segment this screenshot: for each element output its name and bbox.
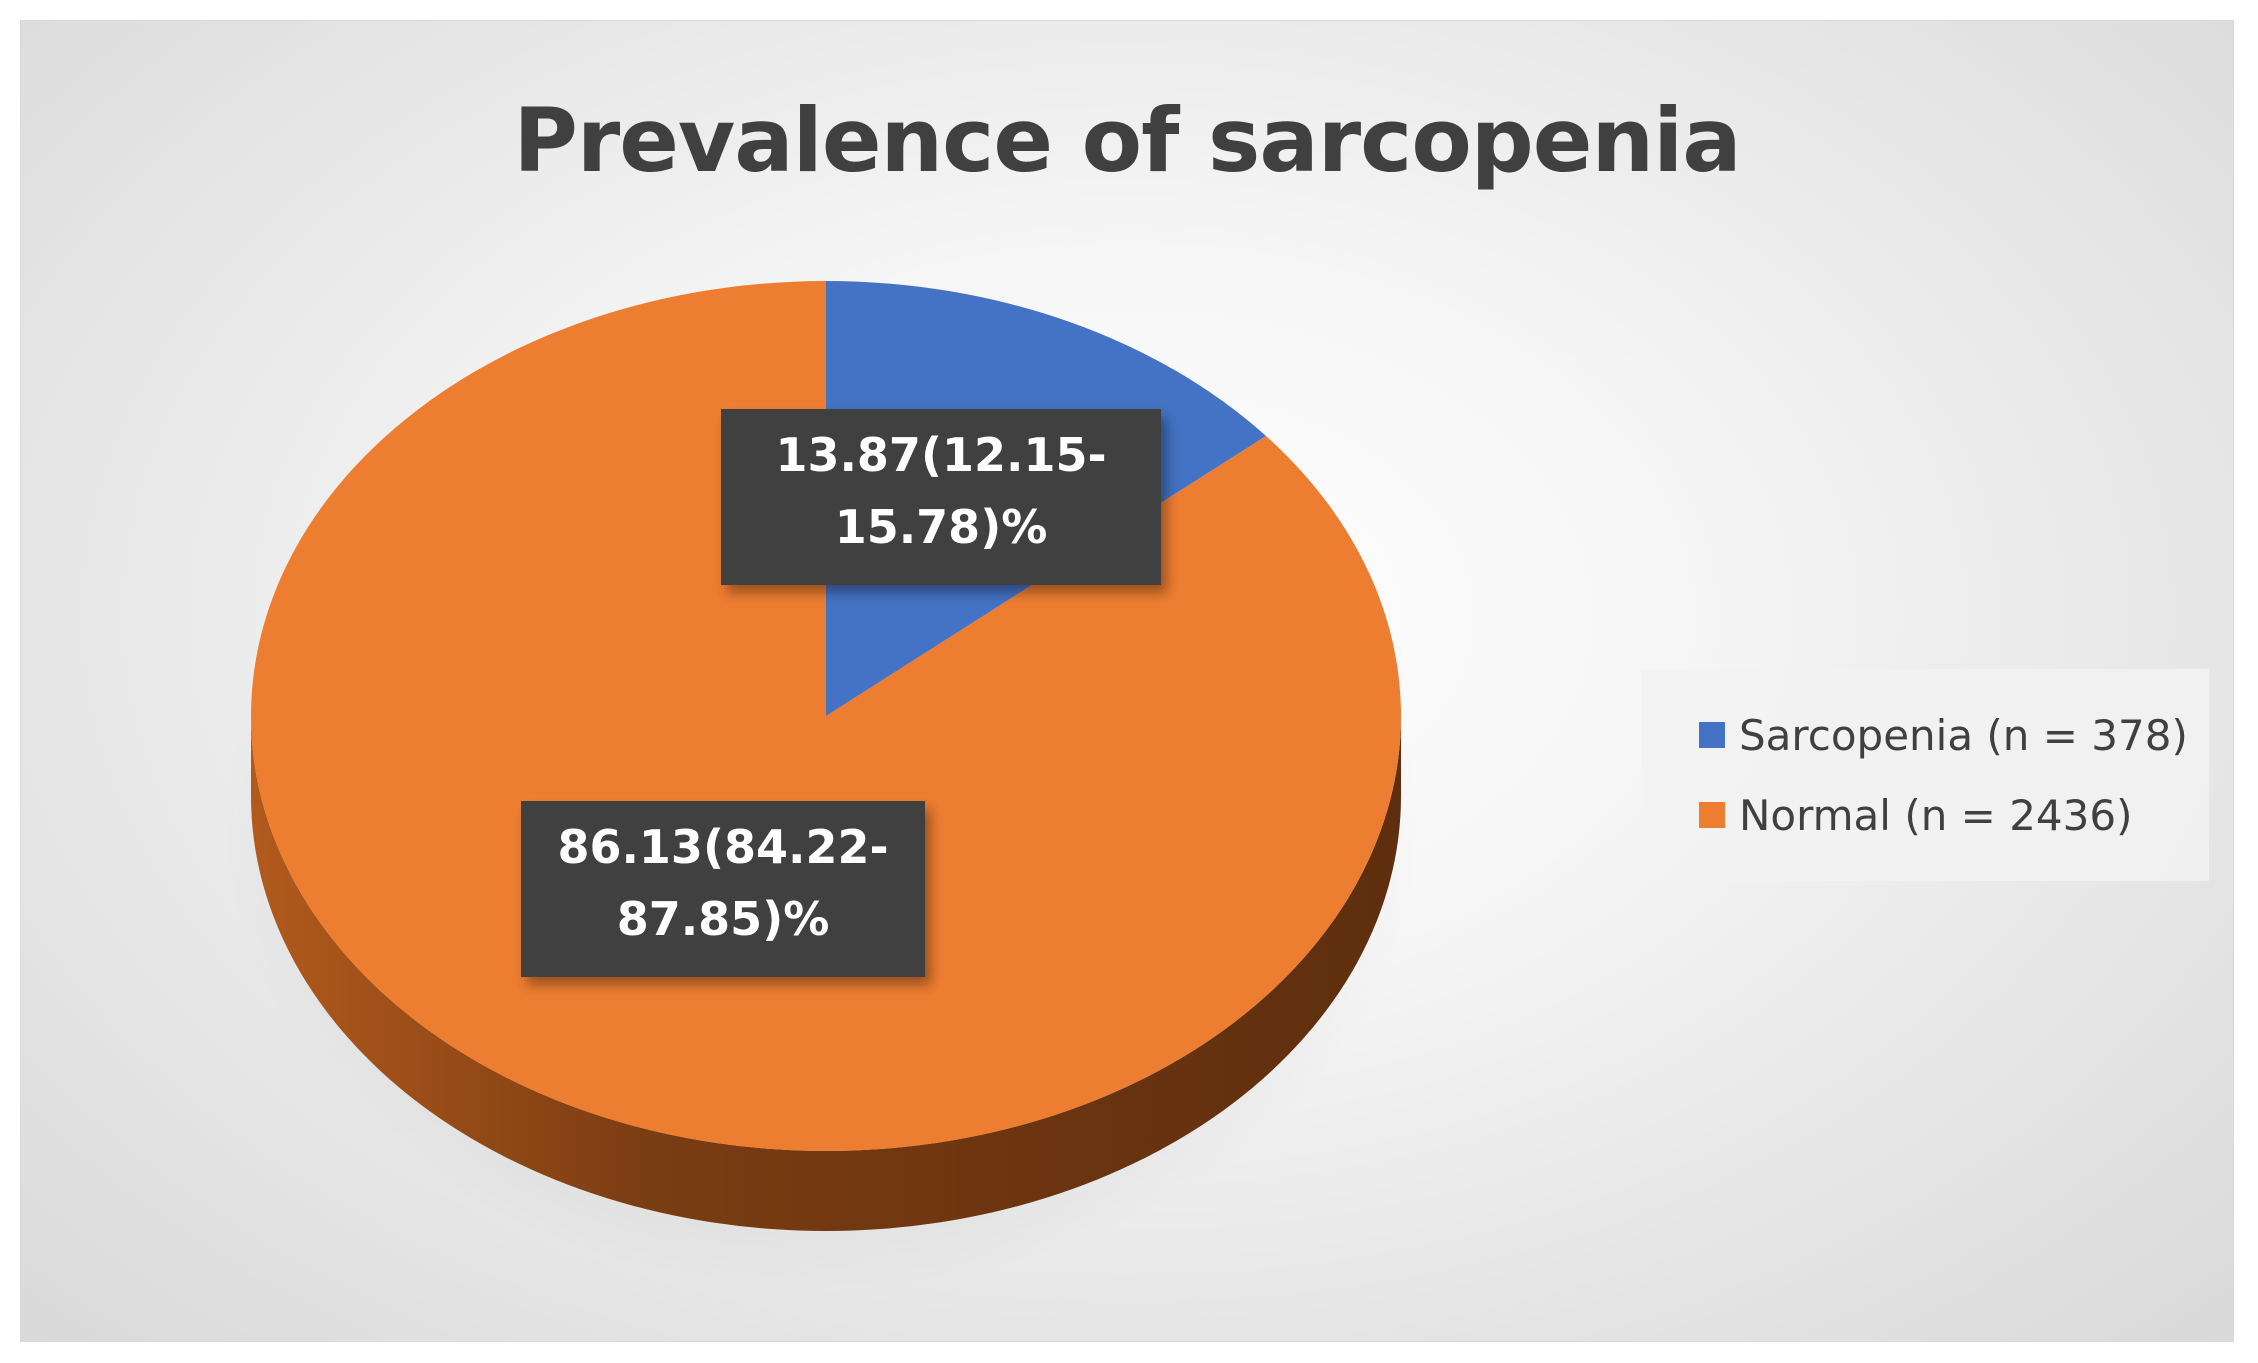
legend-swatch-normal xyxy=(1699,802,1725,828)
legend-label-sarcopenia: Sarcopenia (n = 378) xyxy=(1739,710,2188,760)
legend-swatch-sarcopenia xyxy=(1699,722,1725,748)
pie-side-wall xyxy=(251,716,1401,1231)
data-label-box xyxy=(721,409,1161,585)
chart-title: Prevalence of sarcopenia xyxy=(513,89,1741,192)
data-label-line: 13.87(12.15- xyxy=(775,428,1106,482)
legend-entry-normal: Normal (n = 2436) xyxy=(1641,775,2209,855)
data-label-normal: 86.13(84.22- 87.85)% xyxy=(521,801,925,977)
chart-area: Prevalence of sarcopenia 13.87(12.15- 15.… xyxy=(20,20,2234,1342)
data-label-sarcopenia: 13.87(12.15- 15.78)% xyxy=(721,409,1161,585)
legend-label-normal: Normal (n = 2436) xyxy=(1739,790,2133,840)
legend-entry-sarcopenia: Sarcopenia (n = 378) xyxy=(1641,695,2209,775)
data-label-line: 86.13(84.22- xyxy=(557,820,888,874)
data-label-box xyxy=(521,801,925,977)
legend: Sarcopenia (n = 378) Normal (n = 2436) xyxy=(1641,669,2209,881)
pie-chart: 13.87(12.15- 15.78)% 86.13(84.22- 87.85)% xyxy=(221,281,1421,1291)
data-label-line: 15.78)% xyxy=(835,500,1048,554)
data-label-line: 87.85)% xyxy=(617,892,830,946)
